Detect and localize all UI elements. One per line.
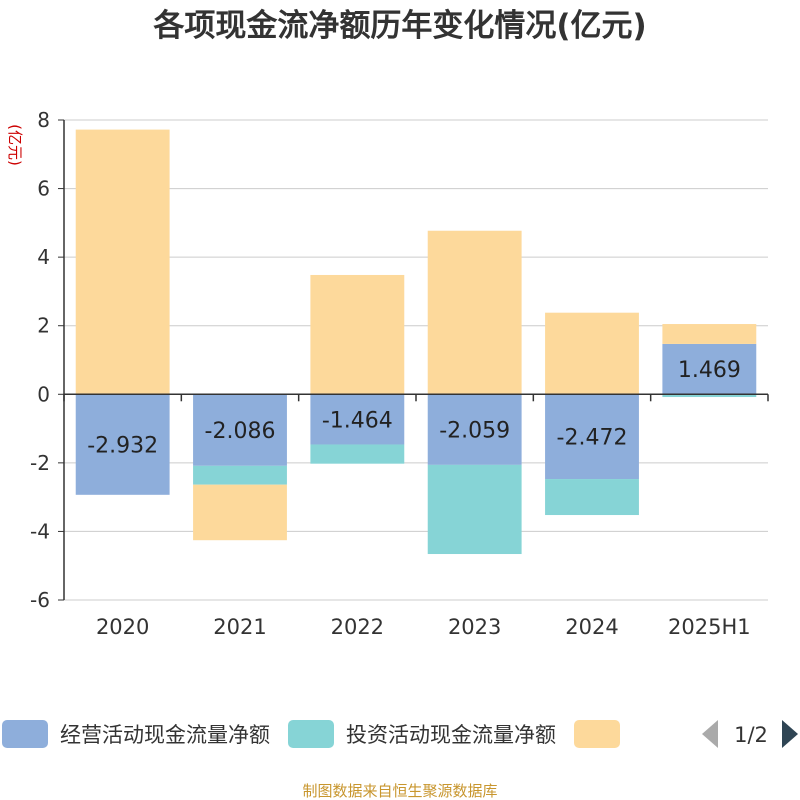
y-tick-label: 2 [37,314,50,338]
bar-2023-s1 [427,464,522,555]
bar-2024-s2 [545,312,639,395]
bar-2023-s2 [427,230,522,395]
y-tick-label: -2 [30,451,50,475]
bar-2025H1-s2 [662,324,757,344]
x-tick-label: 2025H1 [668,615,751,639]
data-label: -2.086 [205,419,276,444]
bar-2022-s2 [310,274,405,395]
data-label: 1.469 [678,358,741,383]
data-label: -2.059 [439,419,510,444]
bars [75,129,757,555]
x-tick-label: 2021 [213,615,266,639]
legend: 经营活动现金流量净额 投资活动现金流量净额 1/2 [2,720,798,748]
axes: 8 6 4 2 0 -2 -4 -6 2020 2021 2022 2023 2024 2025H1 [30,108,769,639]
legend-swatch-1 [288,720,334,748]
legend-label-0: 经营活动现金流量净额 [60,723,270,747]
chart-title: 各项现金流净额历年变化情况(亿元) [152,8,646,44]
bar-2022-s0 [310,394,405,445]
y-tick-label: 8 [37,108,50,132]
bar-2022-s1 [310,444,405,464]
y-axis-unit: (亿元) [6,124,24,166]
y-tick-label: -6 [30,588,50,612]
bar-2021-s0 [193,394,287,466]
x-tick-label: 2022 [331,615,384,639]
bar-2024-s0 [545,394,639,480]
legend-swatch-0 [2,720,48,748]
legend-page-indicator: 1/2 [734,723,768,747]
data-label: -1.464 [322,408,393,433]
x-tick-label: 2023 [448,615,501,639]
data-source-note: 制图数据来自恒生聚源数据库 [302,782,497,800]
bar-2021-s2 [193,484,287,541]
bar-2020-s2 [75,129,170,395]
bar-2025H1-s0 [662,343,757,395]
bar-2021-s1 [193,465,287,485]
y-tick-label: 6 [37,177,50,201]
y-tick-label: 4 [37,245,50,269]
legend-swatch-2 [574,720,620,748]
bar-2020-s0 [75,394,170,495]
bar-2024-s1 [545,479,639,516]
legend-label-1: 投资活动现金流量净额 [346,723,556,747]
x-tick-label: 2020 [96,615,149,639]
legend-prev-icon[interactable] [702,720,718,748]
x-tick-label: 2024 [565,615,618,639]
data-label: -2.472 [557,426,628,451]
legend-next-icon[interactable] [782,720,798,748]
grid-lines [64,119,768,601]
bar-2023-s0 [427,394,522,465]
y-tick-label: -4 [30,519,50,543]
y-tick-label: 0 [37,382,50,406]
bar-2025H1-s1 [662,394,757,398]
data-label: -2.932 [87,434,158,459]
data-labels: -2.932 -2.086 -1.464 -2.059 -2.472 1.469 [87,358,741,458]
